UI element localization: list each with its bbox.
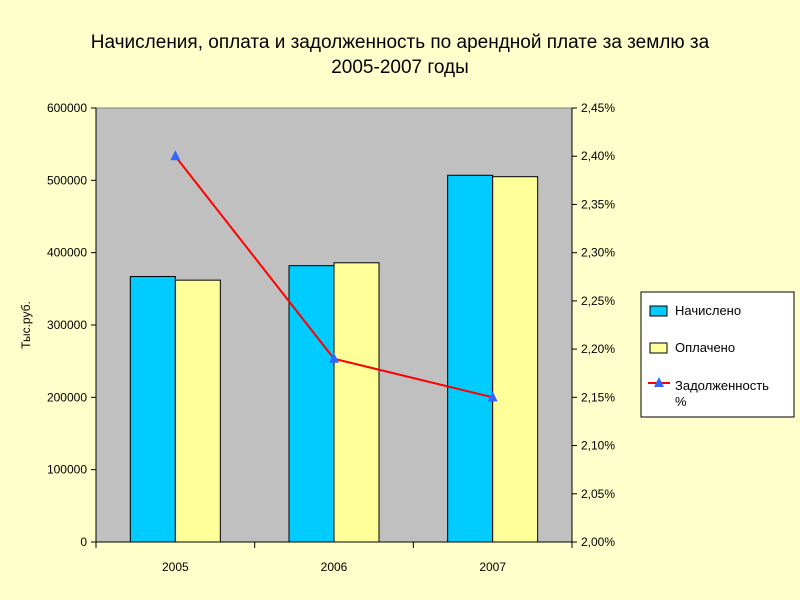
legend-swatch-nachisleno: [649, 305, 668, 317]
x-tick-label-2005: 2005: [162, 560, 189, 574]
y2-tick-label-right: 2,35%: [581, 197, 615, 211]
y2-tick-label-right: 2,45%: [581, 101, 615, 115]
y2-tick-label-right: 2,20%: [581, 342, 615, 356]
chart-title-line-2: 2005-2007 годы: [331, 57, 469, 78]
legend-swatch-oplacheno: [649, 342, 668, 354]
legend-label-nachisleno: Начислено: [675, 303, 741, 318]
legend-marker-debt: [654, 377, 664, 387]
y2-tick-label-right: 2,15%: [581, 390, 615, 404]
bar-nachisleno-2005: [129, 276, 176, 543]
axes-group: 0 100000 200000 300000 400000 500000 600000 2,0…: [47, 101, 615, 574]
bar-oplacheno-2007: [492, 176, 539, 543]
debt-marker-2006: [329, 352, 339, 363]
y2-tick-label-right: 2,10%: [581, 439, 615, 453]
bar-nachisleno-2007: [447, 174, 494, 543]
bar-nachisleno-2006: [288, 265, 335, 543]
y-tick-label-left: 100000: [47, 463, 87, 477]
legend-label-debt-line2: %: [675, 394, 687, 409]
chart-title: Начисления, оплата и задолженность по ар…: [0, 30, 800, 80]
debt-marker-2007: [487, 391, 498, 402]
x-tick-label-2006: 2006: [321, 560, 348, 574]
y-tick-label-left: 400000: [47, 246, 87, 260]
y-tick-label-left: 500000: [47, 173, 87, 187]
debt-marker-2005: [170, 150, 181, 161]
bars-group: [129, 174, 539, 543]
chart-title-line-1: Начисления, оплата и задолженность по ар…: [90, 32, 710, 53]
y2-tick-label-right: 2,25%: [581, 294, 615, 308]
bar-oplacheno-2006: [333, 262, 380, 543]
y-tick-label-left: 200000: [47, 390, 87, 404]
y-tick-label-left: 600000: [47, 101, 87, 115]
y-tick-label-left: 300000: [47, 318, 87, 332]
y2-tick-label-right: 2,05%: [581, 487, 615, 501]
legend: Начислено Оплачено Задолженность %: [640, 291, 795, 418]
legend-label-debt-line1: Задолженность: [675, 378, 769, 393]
y-axis-title: Тыс.руб.: [19, 301, 33, 349]
x-tick-label-2007: 2007: [479, 560, 506, 574]
bar-oplacheno-2005: [174, 279, 221, 543]
y-tick-label-left: 0: [80, 535, 87, 549]
debt-line-group: [170, 150, 498, 402]
y2-tick-label-right: 2,00%: [581, 535, 615, 549]
legend-label-oplacheno: Оплачено: [675, 340, 735, 355]
y2-tick-label-right: 2,30%: [581, 246, 615, 260]
y2-tick-label-right: 2,40%: [581, 149, 615, 163]
